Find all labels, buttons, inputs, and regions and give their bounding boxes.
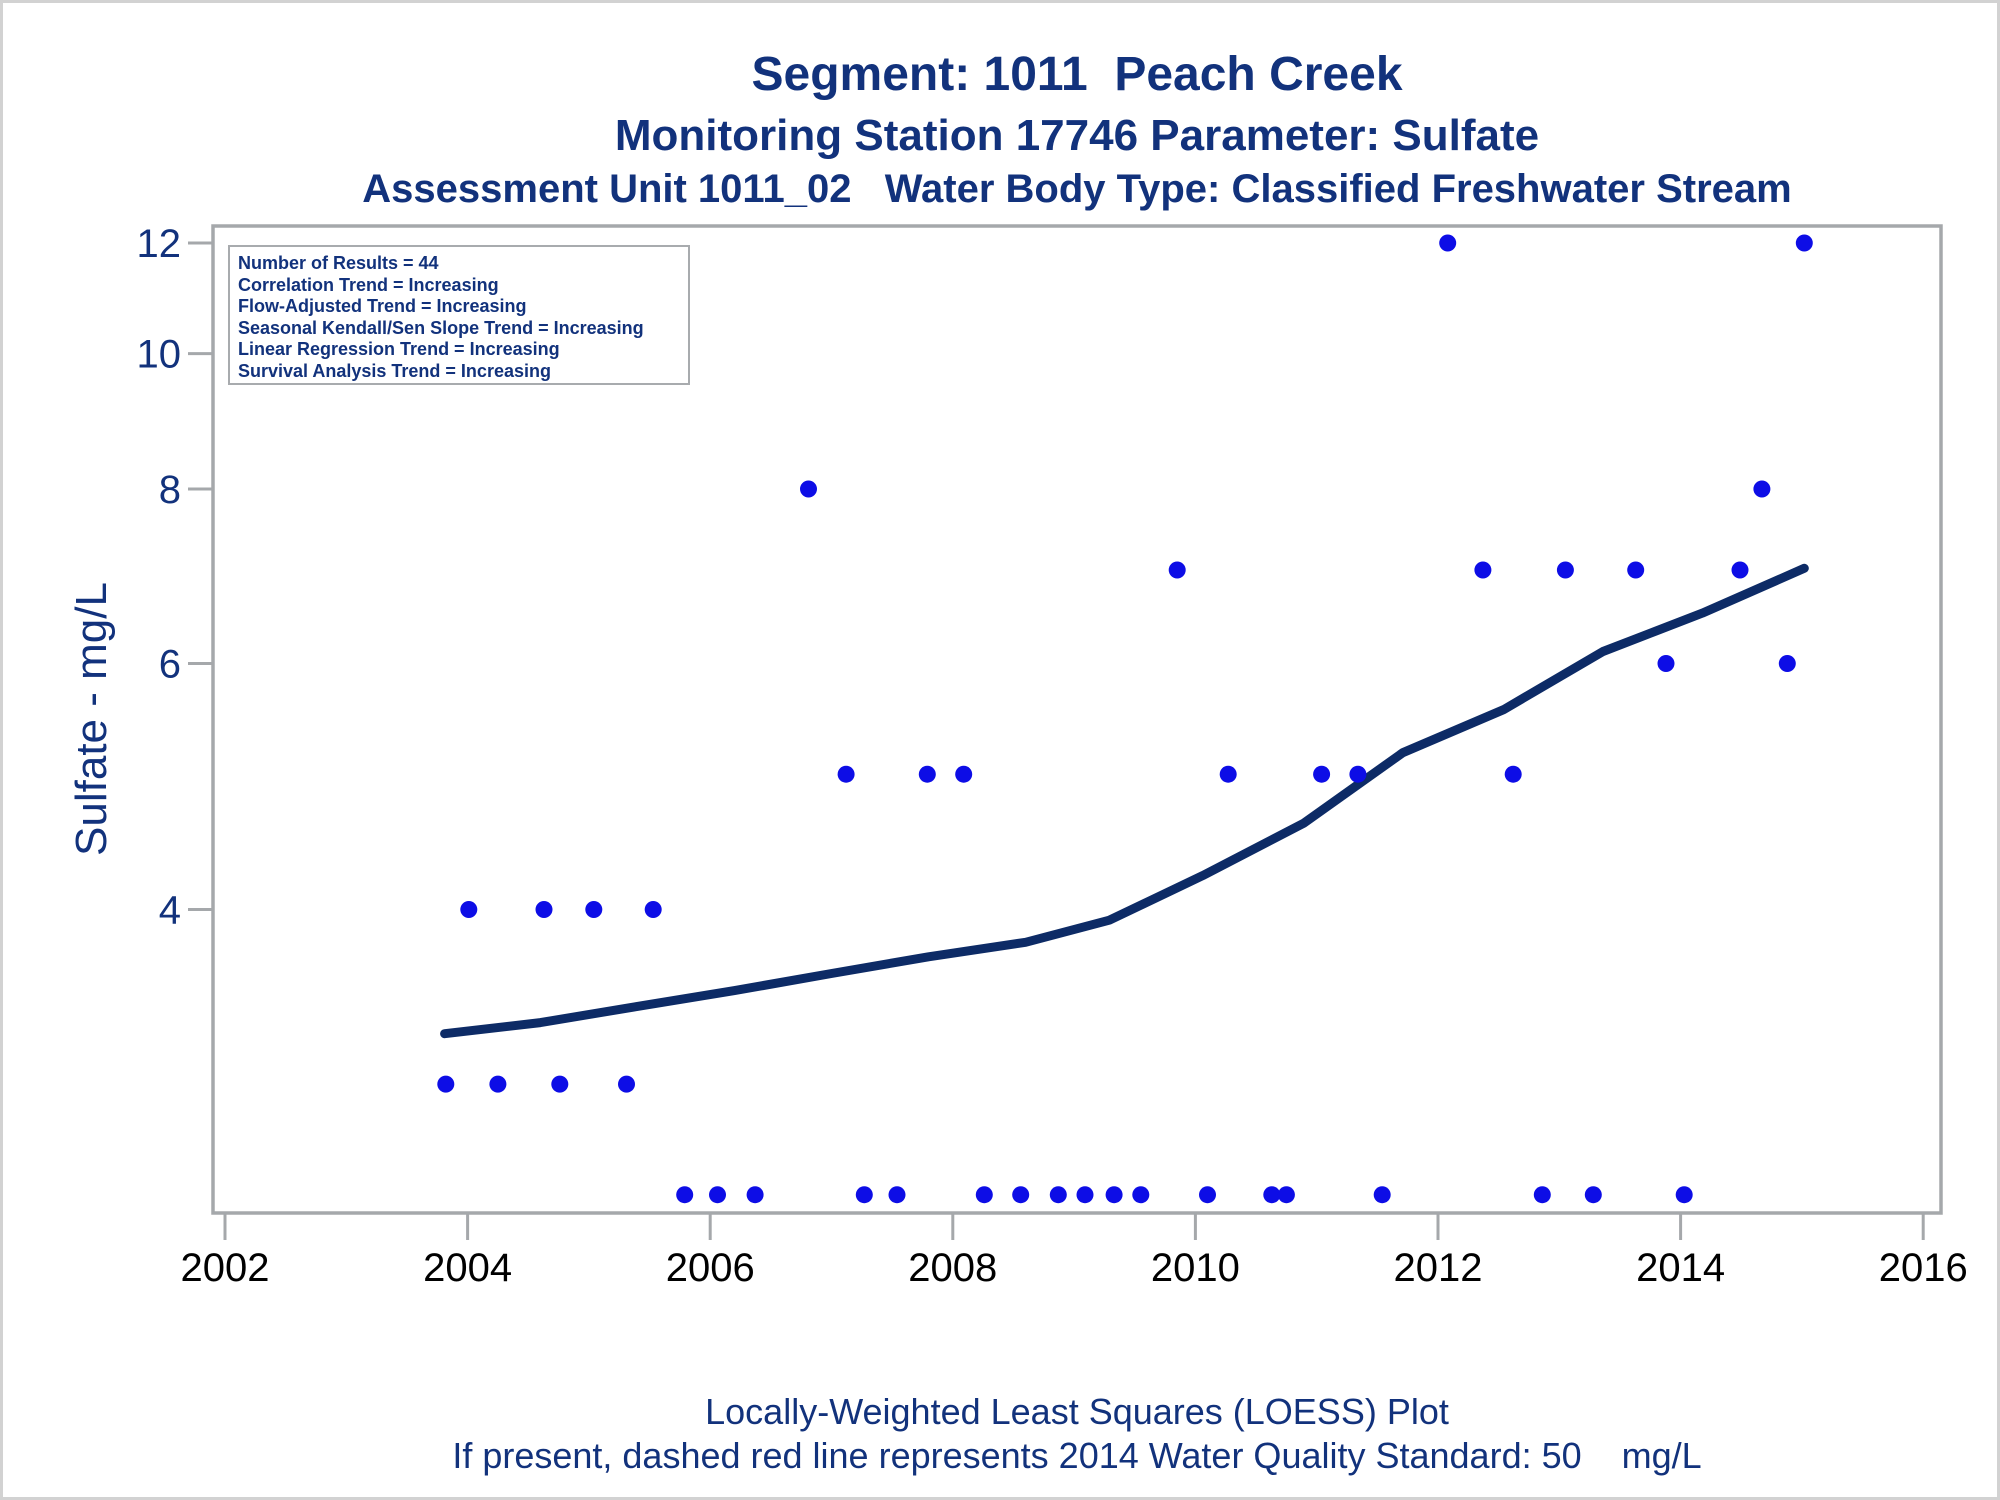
- y-axis-title: Sulfate - mg/L: [67, 582, 116, 856]
- data-point: [800, 480, 817, 498]
- data-point: [489, 1075, 507, 1093]
- x-tick-label: 2010: [1151, 1246, 1240, 1290]
- data-point: [1584, 1186, 1602, 1204]
- stats-line-seasonal-kendall: Seasonal Kendall/Sen Slope Trend = Incre…: [238, 317, 644, 338]
- data-point: [1277, 1186, 1295, 1204]
- y-tick-label: 12: [137, 222, 182, 266]
- data-point: [1168, 561, 1186, 579]
- stats-line-linear-regression: Linear Regression Trend = Increasing: [238, 339, 560, 359]
- loess-curve: [440, 563, 1809, 1039]
- x-tick-label: 2004: [423, 1246, 512, 1290]
- data-point: [437, 1075, 455, 1093]
- x-tick-label: 2002: [181, 1246, 270, 1290]
- data-point: [709, 1186, 726, 1204]
- data-point: [1627, 561, 1645, 579]
- data-point: [1439, 234, 1457, 252]
- data-point: [1219, 765, 1237, 783]
- data-point: [1049, 1186, 1067, 1204]
- data-point: [1731, 561, 1749, 579]
- data-point: [1657, 655, 1675, 672]
- data-point: [460, 901, 478, 918]
- data-point: [837, 765, 855, 783]
- data-point: [618, 1075, 635, 1093]
- data-point: [918, 765, 936, 783]
- x-tick-label: 2008: [908, 1246, 997, 1290]
- data-point: [1313, 765, 1331, 783]
- data-point: [1012, 1186, 1030, 1204]
- data-point: [1675, 1186, 1693, 1204]
- data-point: [585, 901, 603, 918]
- data-point: [855, 1186, 873, 1204]
- stats-line-correlation: Correlation Trend = Increasing: [238, 274, 499, 295]
- plot-frame: [211, 224, 1943, 1215]
- y-tick-label: 4: [159, 889, 181, 933]
- data-point: [1474, 561, 1492, 579]
- data-point: [644, 901, 662, 918]
- data-point: [1105, 1186, 1123, 1204]
- data-point: [1132, 1186, 1150, 1204]
- data-point: [1778, 655, 1796, 672]
- data-point: [1076, 1186, 1094, 1204]
- data-point: [888, 1186, 906, 1204]
- y-tick-label: 6: [159, 643, 181, 687]
- data-point: [746, 1186, 764, 1204]
- plot-area: 4 6 8 10 12 2002 2004 2006 2008 2010 2012 2014 2016: [137, 222, 1968, 1290]
- data-point: [1795, 234, 1813, 252]
- page-title: Segment: 1011 Peach Creek: [751, 48, 1403, 101]
- data-point: [975, 1186, 993, 1204]
- data-point: [1373, 1186, 1391, 1204]
- data-point: [1533, 1186, 1551, 1204]
- y-tick-label: 8: [159, 468, 181, 512]
- caption-loess: Locally-Weighted Least Squares (LOESS) P…: [705, 1391, 1449, 1432]
- x-tick-label: 2012: [1394, 1246, 1483, 1290]
- x-tick-label: 2006: [666, 1246, 755, 1290]
- x-tick-label: 2016: [1879, 1246, 1968, 1290]
- y-tick-label: 10: [137, 333, 182, 377]
- page-subtitle: Monitoring Station 17746 Parameter: Sulf…: [614, 111, 1540, 160]
- data-point: [535, 901, 553, 918]
- page-subtitle2: Assessment Unit 1011_02 Water Body Type:…: [362, 167, 1792, 211]
- data-point: [1263, 1186, 1281, 1204]
- data-point: [676, 1186, 694, 1204]
- data-point: [1504, 765, 1522, 783]
- stats-box: Number of Results = 44 Correlation Trend…: [228, 245, 690, 385]
- data-point: [551, 1075, 569, 1093]
- data-point: [1556, 561, 1574, 579]
- x-tick-label: 2014: [1636, 1246, 1725, 1290]
- stats-line-flow-adjusted: Flow-Adjusted Trend = Increasing: [238, 296, 527, 316]
- caption-wqs: If present, dashed red line represents 2…: [452, 1435, 1702, 1476]
- data-point: [955, 765, 973, 783]
- data-point: [1349, 765, 1367, 783]
- stats-line-results: Number of Results = 44: [238, 253, 439, 273]
- stats-line-survival-analysis: Survival Analysis Trend = Increasing: [238, 360, 551, 381]
- data-point: [1753, 480, 1771, 498]
- data-point: [1199, 1186, 1216, 1204]
